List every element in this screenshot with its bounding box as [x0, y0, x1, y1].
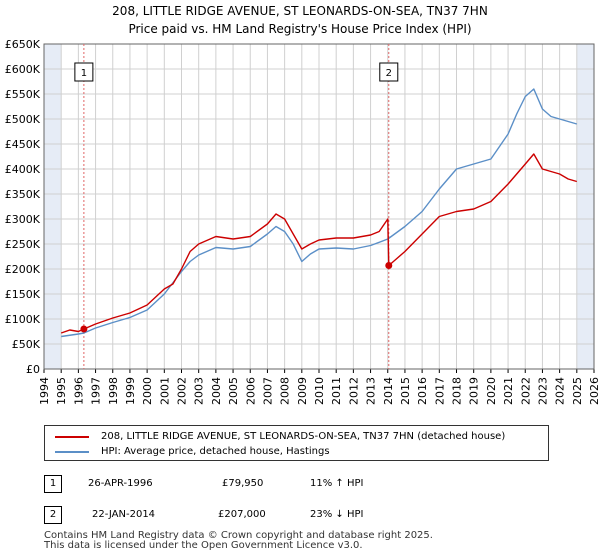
- x-tick-label: 2020: [485, 377, 498, 405]
- x-tick-label: 2008: [279, 377, 292, 405]
- footer-copyright: Contains HM Land Registry data © Crown c…: [44, 530, 433, 541]
- x-tick-label: 2019: [468, 377, 481, 405]
- x-tick-label: 2012: [347, 377, 360, 405]
- y-tick-label: £500K: [5, 113, 41, 126]
- series-line-hpi: [61, 88, 577, 338]
- x-tick-label: 2016: [416, 377, 429, 405]
- transaction-price: £79,950: [222, 478, 264, 489]
- sale-point: [80, 325, 88, 333]
- y-tick-label: £550K: [5, 88, 41, 101]
- x-tick-label: 2017: [433, 377, 446, 405]
- y-tick-label: £300K: [5, 213, 41, 226]
- x-tick-label: 2023: [536, 377, 549, 405]
- chart-title-line1: 208, LITTLE RIDGE AVENUE, ST LEONARDS-ON…: [112, 4, 488, 18]
- y-tick-label: £50K: [12, 338, 41, 351]
- x-tick-label: 2018: [451, 377, 464, 405]
- x-tick-label: 2025: [571, 377, 584, 405]
- y-tick-label: £450K: [5, 138, 41, 151]
- footer: Contains HM Land Registry data © Crown c…: [44, 531, 433, 551]
- x-tick-label: 2024: [554, 377, 567, 405]
- x-tick-label: 1998: [107, 377, 120, 405]
- x-tick-label: 2026: [588, 377, 600, 405]
- chart-title: 208, LITTLE RIDGE AVENUE, ST LEONARDS-ON…: [0, 2, 600, 38]
- x-tick-label: 1997: [90, 377, 103, 405]
- legend-swatch-hpi: [55, 450, 89, 453]
- transaction-date: 26-APR-1996: [88, 478, 153, 489]
- y-tick-label: £0: [26, 363, 40, 376]
- x-tick-label: 1999: [124, 377, 137, 405]
- shaded-region-1: [576, 44, 594, 369]
- legend-swatch-property: [55, 435, 89, 438]
- annotation-box: [74, 62, 94, 82]
- transaction-row: 1 26-APR-1996 £79,950 11% ↑ HPI: [44, 475, 404, 495]
- legend-item-property: 208, LITTLE RIDGE AVENUE, ST LEONARDS-ON…: [55, 431, 505, 442]
- annotation-label: 1: [81, 68, 87, 79]
- x-tick-label: 2002: [176, 377, 189, 405]
- x-tick-label: 2003: [193, 377, 206, 405]
- x-tick-label: 2013: [365, 377, 378, 405]
- x-tick-label: 2005: [227, 377, 240, 405]
- transaction-date: 22-JAN-2014: [92, 509, 156, 520]
- y-tick-label: £400K: [5, 163, 41, 176]
- legend-label-property: 208, LITTLE RIDGE AVENUE, ST LEONARDS-ON…: [101, 431, 506, 442]
- x-tick-label: 2011: [330, 377, 343, 405]
- chart-title-line2: Price paid vs. HM Land Registry's House …: [128, 22, 472, 36]
- transaction-row: 2 22-JAN-2014 £207,000 23% ↓ HPI: [44, 506, 404, 526]
- plot-border: [43, 43, 595, 370]
- shaded-region-0: [44, 44, 62, 369]
- series-line-property: [60, 153, 577, 334]
- x-tick-label: 2007: [261, 377, 274, 405]
- x-tick-label: 2015: [399, 377, 412, 405]
- price-chart: £0 £50K £100K £150K £200K £250K £300K £350K £400…: [5, 38, 600, 405]
- transaction-badge: 2: [44, 506, 62, 524]
- x-tick-label: 2000: [141, 377, 154, 405]
- x-tick-label: 2021: [502, 377, 515, 405]
- y-tick-label: £350K: [5, 188, 41, 201]
- y-tick-label: £650K: [5, 38, 41, 51]
- y-tick-label: £100K: [5, 313, 41, 326]
- annotation-label: 2: [386, 68, 392, 79]
- x-tick-label: 2009: [296, 377, 309, 405]
- legend-label-hpi: HPI: Average price, detached house, Hast…: [101, 446, 330, 457]
- transaction-price: £207,000: [218, 509, 266, 520]
- sale-point: [385, 262, 393, 269]
- x-tick-label: 1996: [72, 377, 85, 405]
- annotation-box: [379, 62, 399, 82]
- transaction-hpi-change: 23% ↓ HPI: [310, 509, 364, 520]
- x-tick-label: 2001: [158, 377, 171, 405]
- y-tick-label: £150K: [5, 288, 41, 301]
- x-tick-label: 2022: [519, 377, 532, 405]
- chart-legend: 208, LITTLE RIDGE AVENUE, ST LEONARDS-ON…: [44, 425, 549, 461]
- x-tick-label: 2004: [210, 377, 223, 405]
- x-tick-label: 2014: [382, 377, 395, 405]
- y-tick-label: £200K: [5, 263, 41, 276]
- x-tick-label: 1995: [55, 377, 68, 405]
- footer-licence: This data is licensed under the Open Gov…: [44, 540, 363, 551]
- x-tick-label: 1994: [38, 377, 51, 405]
- y-tick-label: £250K: [5, 238, 41, 251]
- legend-item-hpi: HPI: Average price, detached house, Hast…: [55, 446, 330, 457]
- transaction-hpi-change: 11% ↑ HPI: [310, 478, 364, 489]
- x-tick-label: 2010: [313, 377, 326, 405]
- y-tick-label: £600K: [5, 63, 41, 76]
- x-tick-label: 2006: [244, 377, 257, 405]
- transaction-badge: 1: [44, 475, 62, 493]
